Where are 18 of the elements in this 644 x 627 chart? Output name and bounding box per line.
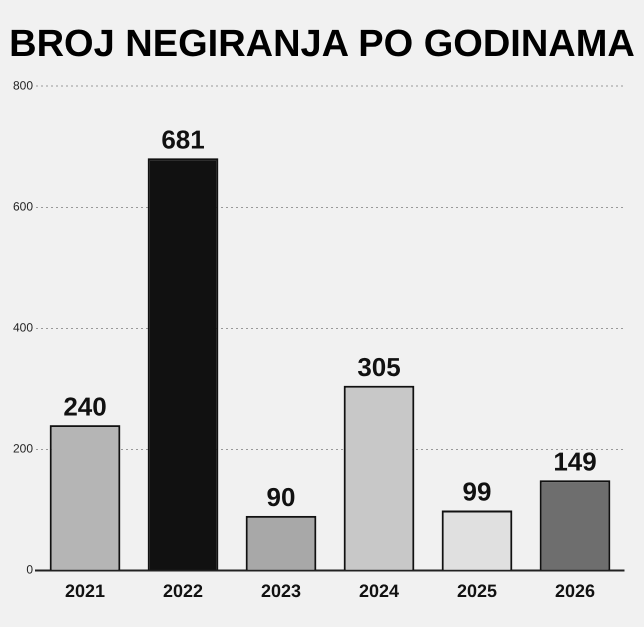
x-tick-label: 2024 [358,581,400,602]
data-label: 149 [553,446,597,476]
data-label: 99 [462,476,492,507]
y-tick-label: 0 [26,562,34,577]
x-tick-label: 2025 [456,581,498,602]
y-tick-label: 600 [12,200,34,214]
x-tick-label: 2022 [162,581,204,602]
chart-title: BROJ NEGIRANJA PO GODINAMA [8,22,636,66]
x-tick-label: 2023 [260,581,302,602]
y-tick-label: 200 [12,442,34,456]
data-label: 681 [161,124,205,154]
data-label: 90 [266,482,296,512]
x-tick-label: 2021 [64,581,106,602]
data-label: 240 [63,391,107,422]
x-tick-label: 2026 [554,581,596,602]
y-tick-label: 400 [12,320,34,335]
data-label: 305 [357,352,401,382]
y-tick-label: 800 [12,78,34,93]
